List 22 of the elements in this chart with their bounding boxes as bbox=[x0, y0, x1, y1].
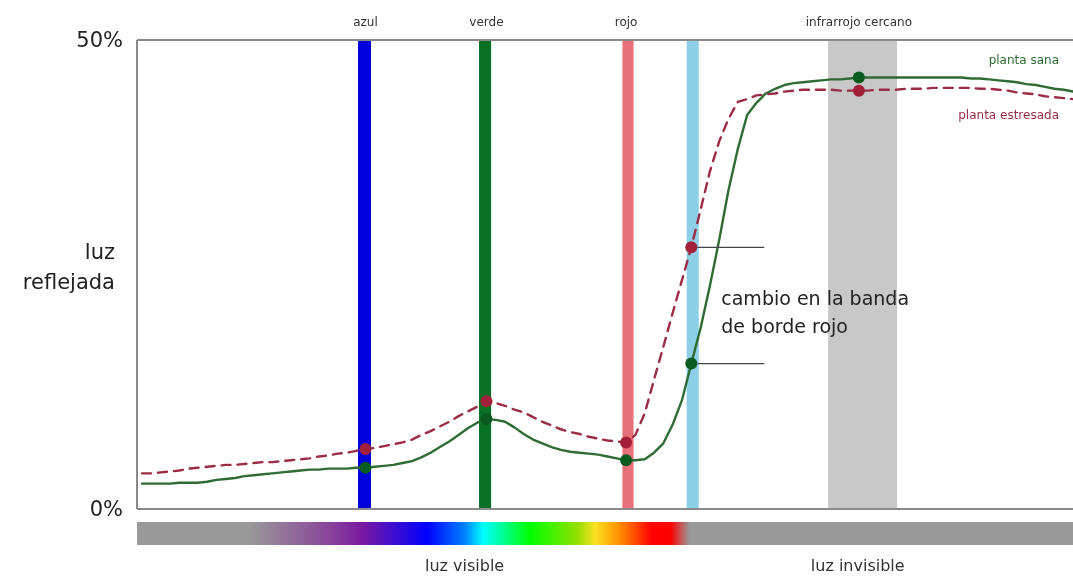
point bbox=[852, 84, 865, 97]
point bbox=[480, 412, 493, 425]
point bbox=[359, 461, 372, 474]
y-tick-label: 0% bbox=[89, 497, 123, 522]
x-tick-label: verde bbox=[469, 15, 504, 29]
point bbox=[852, 71, 865, 84]
x-tick-label: rojo bbox=[614, 15, 638, 29]
point bbox=[480, 395, 493, 408]
series-label: planta estresada bbox=[958, 108, 1059, 123]
point bbox=[620, 454, 633, 467]
y-axis-title: luz reflejada bbox=[22, 239, 115, 294]
point bbox=[685, 241, 698, 254]
text: luz invisible bbox=[810, 556, 905, 575]
x-tick-label: infrarrojo cercano bbox=[805, 15, 912, 29]
x-tick-label: azul bbox=[353, 15, 378, 29]
y-tick-label: 50% bbox=[76, 28, 123, 53]
point bbox=[359, 442, 372, 455]
annotation: cambio en la banda de borde rojo bbox=[721, 287, 910, 338]
series-label: planta sana bbox=[988, 52, 1059, 67]
point bbox=[685, 357, 698, 370]
point bbox=[620, 436, 633, 449]
text: luz visible bbox=[424, 556, 505, 575]
